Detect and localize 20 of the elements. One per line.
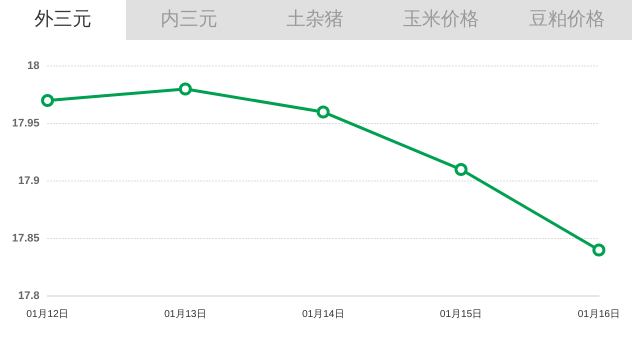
text: 内三元 [160, 7, 218, 32]
y-tick-label: 17.85 [12, 232, 40, 245]
point [316, 106, 330, 118]
x-tick-label: 01月15日 [440, 308, 482, 320]
x-tick-label: 01月12日 [26, 308, 69, 320]
point [178, 82, 192, 96]
text: 土杂猪 [286, 7, 344, 32]
y-tick-label: 17.8 [18, 290, 40, 302]
y-tick-label: 17.9 [18, 175, 40, 188]
x-tick-label: 01月16日 [578, 308, 620, 320]
text: 玉米价格 [402, 7, 480, 32]
x-tick-label: 01月14日 [302, 308, 344, 320]
point [592, 244, 606, 256]
x-tick-label: 01月13日 [164, 308, 206, 320]
y-tick-label: 17.95 [12, 118, 40, 130]
text: 外三元 [0, 0, 126, 40]
y-tick-label: 18 [27, 60, 40, 72]
text: 豆粕价格 [528, 7, 606, 32]
point [454, 163, 468, 176]
point [41, 94, 54, 107]
